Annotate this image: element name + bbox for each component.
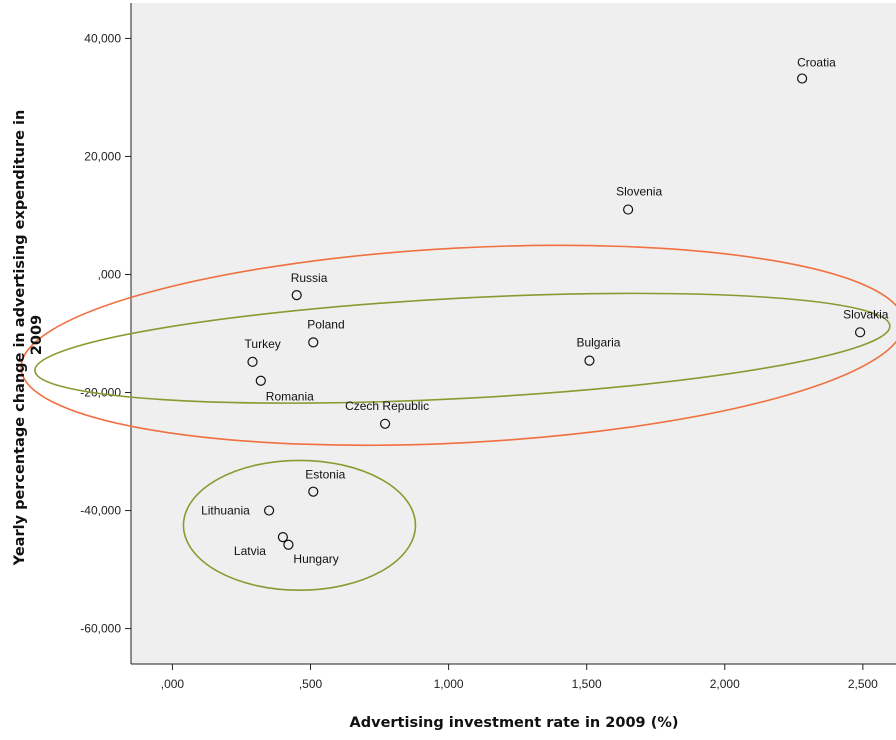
point-label: Bulgaria bbox=[576, 336, 620, 350]
x-tick-label: 1,000 bbox=[434, 677, 464, 691]
point-label: Romania bbox=[266, 390, 314, 404]
annotation-ellipse bbox=[34, 292, 891, 404]
annotation-ellipse bbox=[20, 244, 896, 447]
y-tick-label: 40,000 bbox=[84, 31, 121, 45]
data-point bbox=[854, 327, 866, 338]
x-tick-label: ,500 bbox=[299, 677, 323, 691]
data-point bbox=[247, 356, 258, 367]
point-label: Estonia bbox=[305, 468, 345, 482]
point-label: Russia bbox=[291, 271, 328, 285]
x-tick-label: 2,000 bbox=[710, 677, 740, 691]
x-tick-label: 2,500 bbox=[848, 677, 878, 691]
data-point bbox=[291, 290, 302, 301]
data-points: Croatia Slovenia Russia Slovakia Poland Turke… bbox=[201, 56, 889, 566]
y-tick-label: -60,000 bbox=[80, 622, 121, 636]
point-label: Hungary bbox=[293, 552, 338, 566]
data-point bbox=[255, 375, 266, 386]
data-point bbox=[308, 337, 319, 348]
data-point bbox=[308, 486, 319, 497]
plot-area bbox=[131, 3, 896, 664]
data-point bbox=[283, 539, 294, 550]
point-label: Croatia bbox=[797, 56, 836, 70]
x-tick-label: 1,500 bbox=[572, 677, 602, 691]
point-label: Slovenia bbox=[616, 185, 662, 199]
y-axis-title: Yearly percentage change in advertising … bbox=[12, 105, 45, 567]
data-point bbox=[263, 505, 275, 516]
x-tick-label: ,000 bbox=[161, 677, 185, 691]
point-label: Lithuania bbox=[201, 504, 250, 518]
y-tick-label: -20,000 bbox=[80, 386, 121, 400]
y-tick-label: ,000 bbox=[98, 267, 122, 281]
y-axis-title-line-2: 2009 bbox=[29, 315, 45, 355]
data-point bbox=[797, 73, 808, 84]
y-ticks: 40,000 20,000 ,000 -20,000 -40,000 -60,000 bbox=[80, 31, 131, 636]
data-point bbox=[623, 204, 634, 215]
data-point bbox=[379, 418, 391, 429]
data-point bbox=[277, 532, 288, 543]
x-axis-title: Advertising investment rate in 2009 (%) bbox=[350, 715, 679, 731]
y-tick-label: 20,000 bbox=[84, 149, 121, 163]
annotation-ellipses bbox=[20, 244, 896, 592]
data-point bbox=[584, 355, 595, 366]
annotation-ellipse bbox=[182, 459, 417, 592]
point-label: Latvia bbox=[234, 544, 266, 558]
x-ticks: ,000 ,500 1,000 1,500 2,000 2,500 bbox=[161, 664, 878, 691]
point-label: Czech Republic bbox=[345, 399, 429, 413]
y-axis-title-line-1: Yearly percentage change in advertising … bbox=[12, 110, 28, 567]
y-tick-label: -40,000 bbox=[80, 504, 121, 518]
point-label: Poland bbox=[307, 317, 344, 331]
point-label: Slovakia bbox=[843, 307, 889, 321]
point-label: Turkey bbox=[245, 337, 281, 351]
